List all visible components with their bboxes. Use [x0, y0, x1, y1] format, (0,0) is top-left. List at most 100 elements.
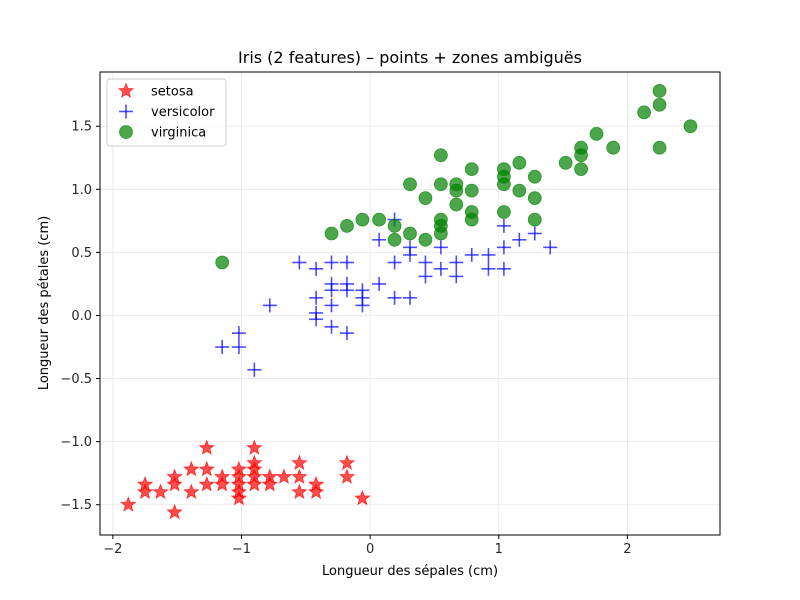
virginica-point	[340, 219, 354, 233]
legend-label-setosa: setosa	[151, 85, 194, 100]
virginica-point	[637, 105, 652, 120]
setosa-point	[183, 483, 200, 500]
versicolor-point	[449, 255, 464, 270]
setosa-point	[261, 475, 278, 492]
versicolor-point	[339, 255, 354, 270]
virginica-point	[652, 140, 667, 155]
series-setosa	[120, 439, 371, 520]
y-tick-label: 1.5	[71, 120, 92, 135]
virginica-point	[387, 219, 402, 233]
virginica-point	[606, 140, 621, 155]
setosa-point	[246, 475, 263, 492]
virginica-point	[464, 212, 479, 227]
y-tick-label: −1.5	[60, 498, 92, 513]
virginica-point	[403, 226, 417, 241]
versicolor-point	[309, 261, 324, 276]
virginica-point	[215, 255, 230, 270]
versicolor-point	[247, 362, 262, 377]
series-versicolor	[215, 212, 558, 377]
versicolor-point	[309, 290, 324, 305]
versicolor-point	[543, 240, 558, 255]
virginica-point	[683, 119, 698, 134]
x-axis-label: Longueur des sépales (cm)	[322, 564, 498, 579]
legend-box	[106, 78, 227, 147]
versicolor-point	[324, 298, 339, 313]
versicolor-point	[481, 247, 496, 262]
chart-title: Iris (2 features) – points + zones ambig…	[238, 48, 582, 67]
versicolor-point	[418, 269, 433, 284]
legend-label-versicolor: versicolor	[151, 105, 215, 120]
versicolor-point	[309, 312, 324, 327]
versicolor-point	[215, 340, 230, 355]
axis-ticks: −2 −1 0 1 2 −1.5 −1.0 −0.5 0.0 0.5 1.0 1.5	[60, 120, 631, 557]
x-tick-label: 0	[366, 542, 374, 557]
setosa-point	[275, 468, 293, 484]
series-virginica	[215, 84, 698, 270]
versicolor-point	[403, 290, 417, 305]
setosa-point	[354, 489, 371, 506]
virginica-point	[512, 155, 527, 170]
versicolor-point	[324, 255, 339, 270]
versicolor-point	[372, 276, 387, 291]
versicolor-point	[496, 261, 511, 276]
virginica-point	[433, 148, 448, 163]
versicolor-point	[339, 283, 354, 298]
x-tick-label: 2	[623, 542, 631, 557]
virginica-point	[574, 148, 588, 163]
versicolor-point	[355, 283, 370, 298]
versicolor-point	[512, 232, 527, 247]
legend-marker-virginica	[119, 125, 133, 139]
legend: setosa versicolor virginica	[106, 78, 227, 147]
x-tick-label: −1	[232, 542, 251, 557]
setosa-point	[166, 503, 183, 520]
y-tick-label: 0.0	[71, 309, 92, 324]
virginica-point	[558, 155, 573, 170]
y-tick-label: 1.0	[71, 183, 92, 198]
virginica-point	[355, 212, 370, 227]
versicolor-point	[355, 298, 370, 313]
versicolor-point	[262, 298, 277, 313]
versicolor-point	[231, 326, 246, 341]
setosa-point	[214, 475, 231, 492]
versicolor-point	[433, 240, 448, 255]
y-axis-label: Longueur des pétales (cm)	[37, 216, 52, 390]
setosa-point	[166, 475, 183, 492]
virginica-point	[372, 212, 387, 227]
virginica-point	[449, 197, 464, 212]
versicolor-point	[418, 255, 433, 270]
y-tick-label: −1.0	[60, 435, 92, 450]
virginica-point	[574, 162, 588, 177]
versicolor-point	[433, 261, 448, 276]
versicolor-point	[403, 247, 417, 262]
setosa-point	[230, 489, 248, 506]
setosa-point	[291, 454, 308, 471]
versicolor-point	[527, 226, 542, 241]
setosa-point	[307, 483, 325, 500]
virginica-point	[497, 177, 511, 192]
virginica-point	[418, 191, 433, 206]
setosa-point	[338, 454, 356, 471]
virginica-point	[464, 162, 479, 177]
x-tick-label: 1	[495, 542, 503, 557]
virginica-point	[464, 183, 479, 198]
setosa-point	[152, 483, 169, 500]
virginica-point	[652, 84, 667, 98]
versicolor-point	[292, 255, 307, 270]
versicolor-point	[496, 218, 511, 233]
legend-label-virginica: virginica	[151, 126, 206, 141]
setosa-point	[198, 475, 215, 492]
versicolor-point	[387, 290, 402, 305]
virginica-point	[403, 177, 417, 192]
y-tick-label: −0.5	[60, 372, 92, 387]
setosa-point	[198, 439, 215, 455]
y-tick-label: 0.5	[71, 246, 92, 261]
setosa-point	[338, 468, 356, 484]
versicolor-point	[481, 261, 496, 276]
virginica-point	[589, 126, 604, 141]
data-points	[120, 84, 698, 520]
plot-frame	[99, 71, 721, 536]
virginica-point	[387, 232, 402, 247]
setosa-point	[291, 483, 308, 500]
versicolor-point	[324, 283, 339, 298]
setosa-point	[120, 496, 137, 512]
